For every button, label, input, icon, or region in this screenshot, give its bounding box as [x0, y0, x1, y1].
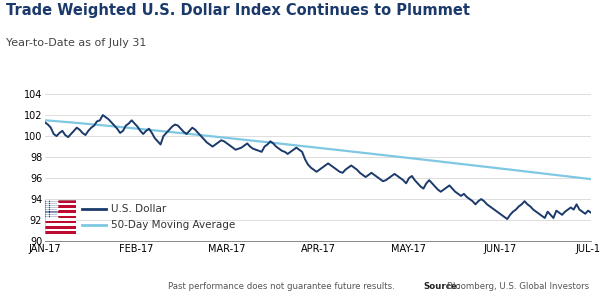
Text: Source:: Source:	[423, 282, 460, 291]
Bar	[45, 208, 76, 210]
Bar	[45, 200, 76, 203]
Bar	[45, 200, 58, 218]
Bar	[45, 213, 76, 216]
Bar	[45, 223, 76, 226]
Bar	[45, 226, 76, 228]
Text: Trade Weighted U.S. Dollar Index Continues to Plummet: Trade Weighted U.S. Dollar Index Continu…	[6, 3, 470, 18]
Bar	[45, 210, 76, 213]
Text: Year-to-Date as of July 31: Year-to-Date as of July 31	[6, 38, 146, 48]
Bar	[45, 218, 76, 221]
Text: U.S. Dollar: U.S. Dollar	[111, 204, 166, 214]
Bar	[45, 216, 76, 218]
Text: 50-Day Moving Average: 50-Day Moving Average	[111, 220, 235, 230]
Text: Bloomberg, U.S. Global Investors: Bloomberg, U.S. Global Investors	[447, 282, 589, 291]
Bar	[45, 231, 76, 234]
Bar	[45, 221, 76, 223]
Text: Past performance does not guarantee future results.: Past performance does not guarantee futu…	[168, 282, 400, 291]
Bar	[45, 205, 76, 208]
Bar	[45, 203, 76, 205]
Bar	[45, 228, 76, 231]
